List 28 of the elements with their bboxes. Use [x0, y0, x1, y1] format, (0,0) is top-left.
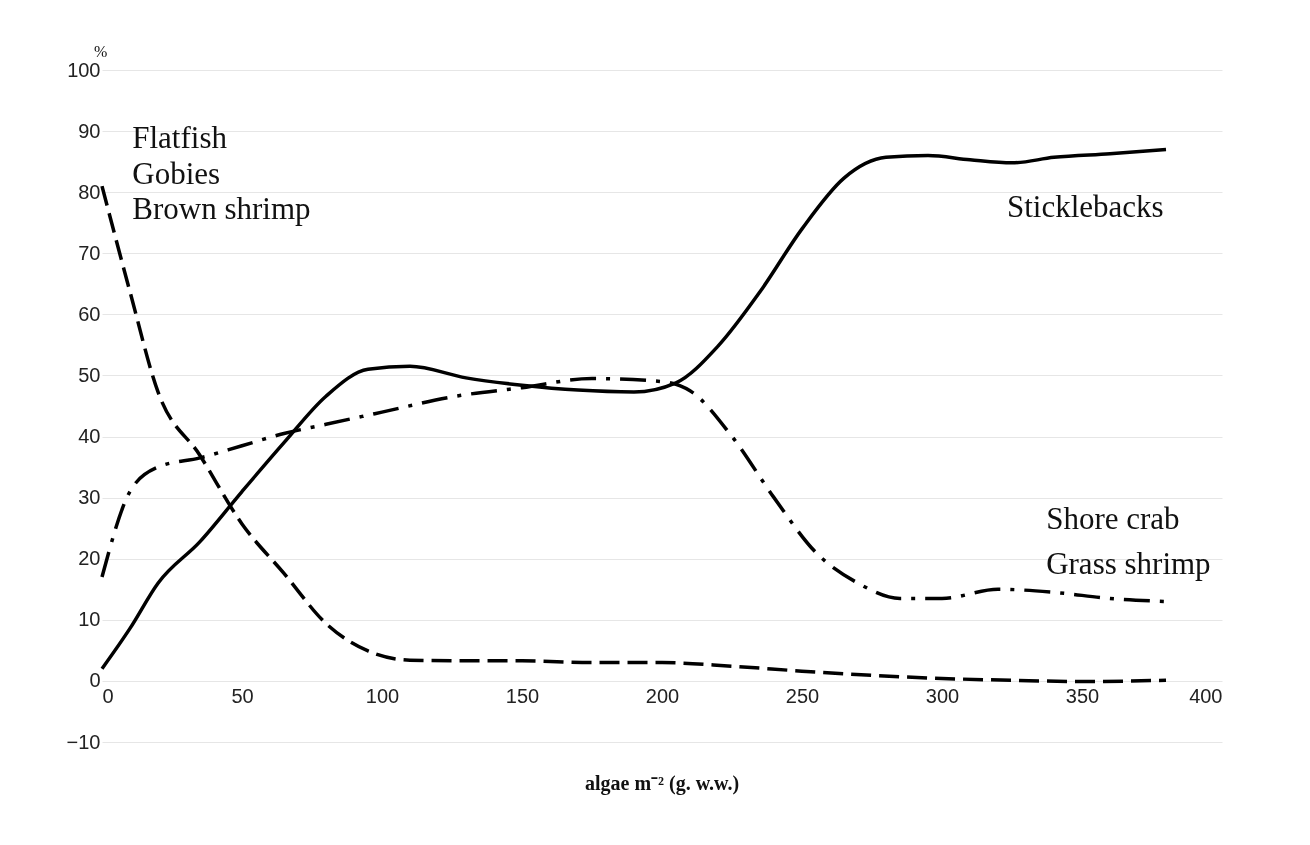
x-tick-label: 250 — [785, 685, 820, 708]
y-tick-label: 10 — [78, 608, 101, 631]
y-tick-label: 0 — [89, 669, 101, 692]
y-tick-label: −10 — [66, 730, 101, 753]
y-tick-label: 80 — [78, 180, 101, 203]
y-axis-title: % — [94, 43, 108, 60]
x-tick-label: 150 — [505, 685, 540, 708]
x-tick-label: 200 — [645, 685, 680, 708]
annotation: Brown shrimp — [132, 191, 311, 227]
x-tick-label: 350 — [1065, 685, 1100, 708]
x-tick-label: 100 — [365, 685, 400, 708]
annotation: Shore crab — [1046, 501, 1180, 537]
y-tick-label: 70 — [78, 241, 101, 264]
annotation: Sticklebacks — [1006, 189, 1164, 225]
annotation: Grass shrimp — [1046, 546, 1211, 582]
x-axis-title: algae m⁻² (g. w.w.) — [584, 772, 740, 795]
y-tick-label: 90 — [78, 119, 101, 142]
y-tick-label: 30 — [78, 486, 101, 509]
y-tick-label: 60 — [78, 302, 101, 325]
x-tick-label: 300 — [925, 685, 960, 708]
y-tick-label: 20 — [78, 547, 101, 570]
y-tick-label: 40 — [78, 425, 101, 448]
annotation: Gobies — [132, 155, 221, 191]
y-tick-label: 100 — [67, 58, 101, 81]
annotation: Flatfish — [132, 120, 228, 156]
x-tick-label: 50 — [231, 685, 254, 708]
y-tick-label: 50 — [78, 363, 101, 386]
x-tick-label: 400 — [1189, 685, 1223, 708]
